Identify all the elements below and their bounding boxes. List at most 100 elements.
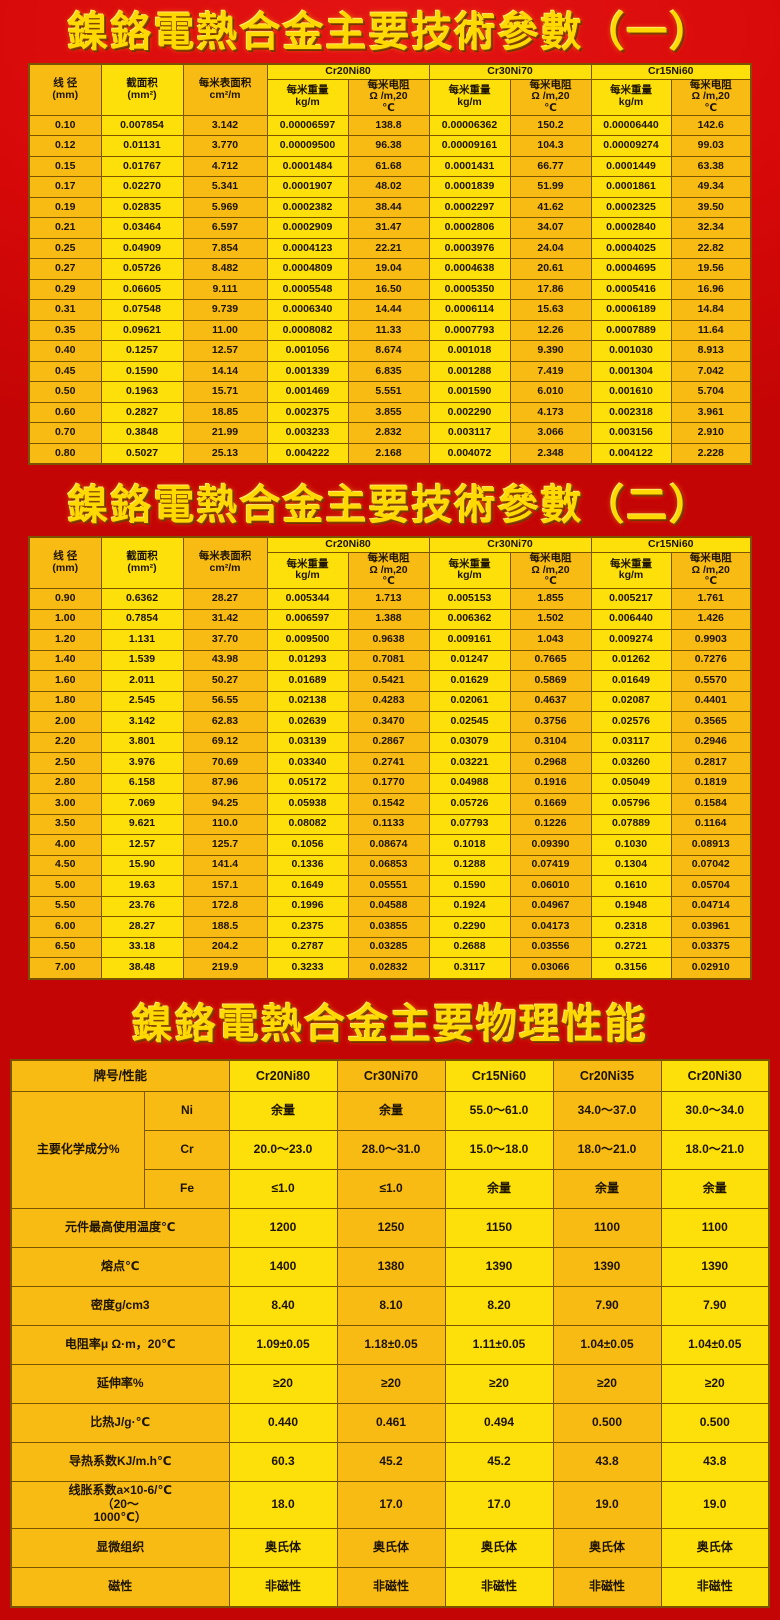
table-cell: 43.98	[182, 649, 268, 671]
table-cell: 0.05726	[100, 258, 184, 280]
table-cell: 33.18	[100, 936, 184, 958]
table-cell: 0.00006362	[428, 114, 511, 137]
table-cell: 219.9	[182, 957, 268, 979]
table-cell: 5.969	[182, 196, 268, 219]
table-cell: 0.1924	[428, 895, 511, 917]
spec-group-header: Cr20Ni80	[266, 63, 430, 80]
table-cell: 0.1133	[347, 813, 430, 835]
table-row: 导热系数KJ/m.h℃ 60.3 45.2 45.2 43.8 43.8	[10, 1441, 770, 1482]
table-row: 0.90 0.6362 28.27 0.005344 1.713 0.005153 1.85…	[28, 588, 752, 610]
table-row: 主要化学成分% Ni 余量 余量 55.0～61.0 34.0～37.0 30.0～34.0	[10, 1090, 770, 1209]
table-cell: 0.05172	[266, 772, 349, 794]
table-cell: ≥20	[660, 1363, 770, 1404]
spec-subheader: 每米重量 kg/m	[428, 551, 511, 590]
table-cell: 4.712	[182, 155, 268, 178]
table-cell: 0.1542	[347, 793, 430, 815]
table-cell: 0.500	[660, 1402, 770, 1443]
table-cell: 14.14	[182, 360, 268, 383]
table-cell: 19.63	[100, 875, 184, 897]
table-cell: 87.96	[182, 772, 268, 794]
table-cell: 0.0006340	[266, 299, 349, 321]
table-cell: 0.04909	[100, 237, 184, 260]
table-cell: 1200	[228, 1207, 338, 1248]
table-cell: 0.2688	[428, 936, 511, 958]
table-cell: 0.03066	[509, 957, 592, 979]
table-cell: 0.1584	[670, 793, 752, 815]
table-cell: 0.03260	[590, 752, 672, 774]
table-cell: 0.002290	[428, 401, 511, 424]
table-cell: 0.3756	[509, 711, 592, 733]
table-cell: 0.0004025	[590, 237, 672, 260]
table-cell: 0.0008082	[266, 319, 349, 342]
table-cell: 0.00009274	[590, 135, 672, 157]
table-cell: 0.05704	[670, 875, 752, 897]
table-cell: 0.1996	[266, 895, 349, 917]
table-cell: 11.33	[347, 319, 430, 342]
table-cell: 188.5	[182, 916, 268, 938]
table-cell: 余量	[444, 1168, 554, 1209]
table-cell: 1380	[336, 1246, 446, 1287]
table-cell: 0.08082	[266, 813, 349, 835]
table-cell: 1.043	[509, 629, 592, 651]
table-cell: 0.25	[28, 237, 102, 260]
table-cell: 非磁性	[228, 1566, 338, 1607]
table-cell: 0.02545	[428, 711, 511, 733]
table-cell: 0.29	[28, 278, 102, 301]
table-cell: 8.674	[347, 340, 430, 362]
table-cell: 15.63	[509, 299, 592, 321]
table-cell: 0.80	[28, 442, 102, 465]
table-row: 2.50 3.976 70.69 0.03340 0.2741 0.03221 0.2968…	[28, 752, 752, 774]
table-row: 1.20 1.131 37.70 0.009500 0.9638 0.009161 1.04…	[28, 629, 752, 651]
spec-table-2-body: 线 径 (mm) 截面积 (mm²) 每米表面积 cm²/m Cr20Ni80 Cr30Ni7…	[28, 536, 752, 979]
table-cell: 3.066	[509, 422, 592, 444]
table-cell: 0.009500	[266, 629, 349, 651]
table-cell: 0.04967	[509, 895, 592, 917]
table-cell: 19.0	[552, 1480, 662, 1529]
table-cell: 0.17	[28, 176, 102, 198]
table-cell: 0.04173	[509, 916, 592, 938]
table-cell: 0.05551	[347, 875, 430, 897]
table-cell: 0.03855	[347, 916, 430, 938]
table-row: 1.00 0.7854 31.42 0.006597 1.388 0.006362 1.50…	[28, 608, 752, 630]
phys-header-alloy: Cr20Ni30	[660, 1059, 770, 1092]
spec-header-base: 线 径 (mm)	[28, 536, 102, 590]
table-cell: 0.1288	[428, 854, 511, 876]
table-cell: 非磁性	[444, 1566, 554, 1607]
table-cell: ≤1.0	[336, 1168, 446, 1209]
table-cell: 4.50	[28, 854, 102, 876]
table-cell: 7.854	[182, 237, 268, 260]
table-cell: 0.4401	[670, 690, 752, 712]
table-cell: 0.01247	[428, 649, 511, 671]
table-row: 0.29 0.06605 9.111 0.0005548 16.50 0.0005350 1…	[28, 278, 752, 301]
table-cell: 4.00	[28, 834, 102, 856]
table-row: 0.80 0.5027 25.13 0.004222 2.168 0.004072 2.34…	[28, 442, 752, 465]
table-cell: 0.009161	[428, 629, 511, 651]
table-row: 3.50 9.621 110.0 0.08082 0.1133 0.07793 0.1226…	[28, 813, 752, 835]
table-cell: 0.04988	[428, 772, 511, 794]
phys-row-label: 导热系数KJ/m.h℃	[10, 1441, 230, 1482]
spec-table-1-wrap: 线 径 (mm) 截面积 (mm²) 每米表面积 cm²/m Cr20Ni80 Cr30Ni7…	[0, 63, 780, 466]
table-cell: 22.21	[347, 237, 430, 260]
table-cell: 8.20	[444, 1285, 554, 1326]
table-cell: 37.70	[182, 629, 268, 651]
table-cell: 0.001610	[590, 381, 672, 403]
table-cell: ≥20	[336, 1363, 446, 1404]
table-cell: 余量	[660, 1168, 770, 1209]
table-cell: 7.90	[552, 1285, 662, 1326]
table-cell: 7.042	[670, 360, 752, 383]
table-cell: 0.1669	[509, 793, 592, 815]
table-cell: 0.009274	[590, 629, 672, 651]
table-cell: 0.001469	[266, 381, 349, 403]
table-row: 0.27 0.05726 8.482 0.0004809 19.04 0.0004638 2…	[28, 258, 752, 280]
table-cell: 0.3233	[266, 957, 349, 979]
table-row: 4.50 15.90 141.4 0.1336 0.06853 0.1288 0.07419…	[28, 854, 752, 876]
table-cell: 0.02639	[266, 711, 349, 733]
table-cell: 110.0	[182, 813, 268, 835]
table-cell: 0.2827	[100, 401, 184, 424]
table-cell: 0.0004638	[428, 258, 511, 280]
table-cell: 0.1649	[266, 875, 349, 897]
table-cell: 15.71	[182, 381, 268, 403]
table-cell: 7.00	[28, 957, 102, 979]
table-cell: 50.27	[182, 670, 268, 692]
table-cell: 3.961	[670, 401, 752, 424]
